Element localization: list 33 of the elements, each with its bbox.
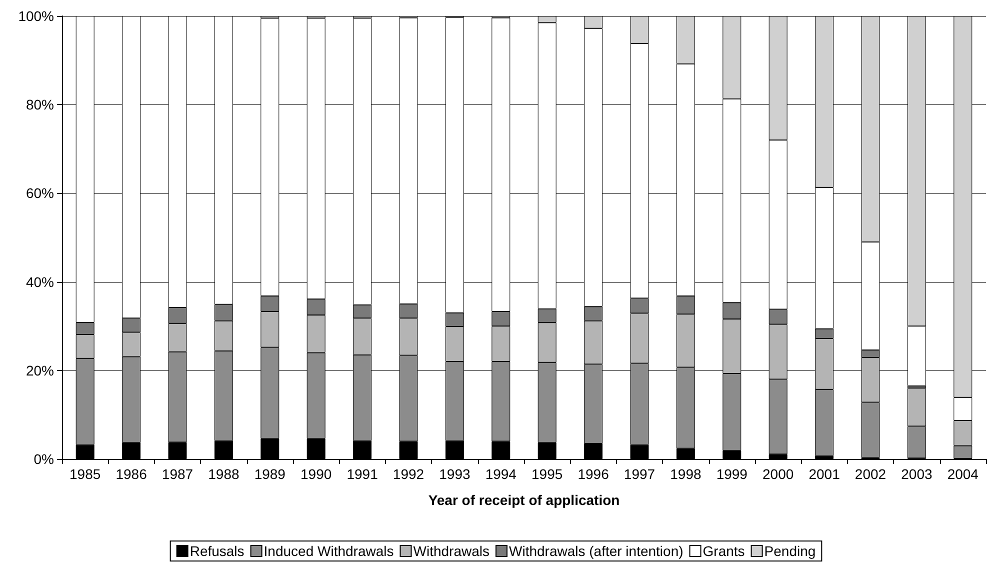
y-tick-label: 20% — [26, 362, 54, 378]
x-tick-label: 1987 — [162, 466, 194, 482]
y-tick-label: 40% — [26, 274, 54, 290]
x-tick-label: 1991 — [346, 466, 378, 482]
x-tick-label: 1993 — [439, 466, 470, 482]
x-tick-label: 2001 — [808, 466, 840, 482]
y-tick-label: 100% — [18, 8, 54, 24]
x-tick-label: 1998 — [670, 466, 702, 482]
legend-label: Refusals — [190, 543, 244, 559]
legend-label: Pending — [764, 543, 816, 559]
x-tick-label: 1999 — [716, 466, 748, 482]
x-tick-label: 2004 — [947, 466, 979, 482]
x-axis-title: Year of receipt of application — [428, 492, 620, 508]
x-tick-label: 1995 — [532, 466, 563, 482]
x-tick-label: 1988 — [208, 466, 240, 482]
x-tick-label: 1989 — [254, 466, 286, 482]
x-tick-label: 2003 — [901, 466, 932, 482]
x-tick-label: 1992 — [392, 466, 424, 482]
y-tick-label: 80% — [26, 96, 54, 113]
x-tick-label: 1986 — [116, 466, 148, 482]
x-tick-label: 1990 — [300, 466, 332, 482]
legend-label: Withdrawals — [413, 543, 490, 559]
legend-label: Grants — [702, 543, 745, 559]
x-tick-label: 1985 — [70, 466, 101, 482]
x-tick-label: 2002 — [854, 466, 886, 482]
legend-label: Withdrawals (after intention) — [508, 543, 684, 559]
y-tick-label: 60% — [26, 185, 54, 202]
x-tick-label: 1994 — [485, 466, 517, 482]
x-tick-label: 2000 — [762, 466, 794, 482]
y-tick-label: 0% — [34, 451, 54, 467]
legend-label: Induced Withdrawals — [264, 543, 394, 559]
x-tick-label: 1996 — [578, 466, 610, 482]
x-tick-label: 1997 — [624, 466, 656, 482]
